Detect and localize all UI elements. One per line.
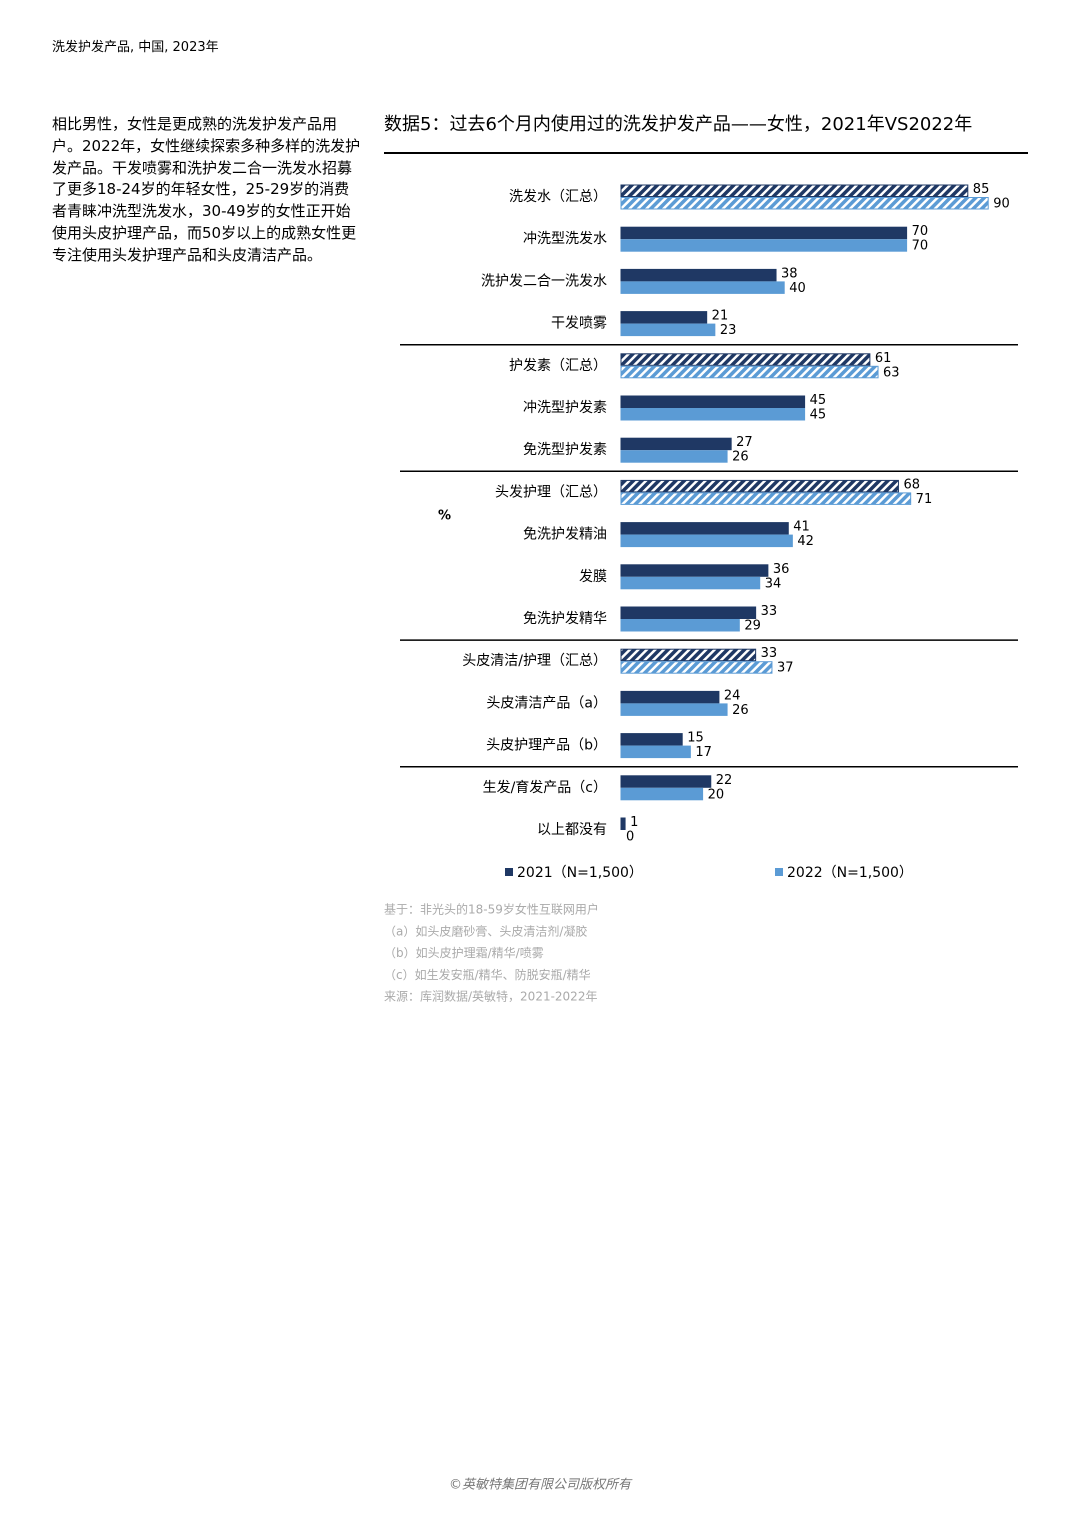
bar	[620, 408, 806, 421]
bar	[620, 606, 757, 619]
category-label: 头发护理（汇总）	[495, 484, 607, 500]
value-label: 33	[761, 646, 778, 661]
value-label: 1	[630, 815, 638, 830]
value-label: 70	[912, 239, 929, 254]
value-label: 71	[916, 492, 933, 507]
bar	[620, 268, 777, 282]
axis-label: %	[438, 509, 451, 524]
bar	[620, 281, 785, 294]
value-label: 26	[732, 703, 749, 718]
category-label: 以上都没有	[537, 822, 607, 838]
category-label: 头皮清洁/护理（汇总）	[462, 653, 607, 669]
value-label: 24	[724, 688, 741, 703]
body-paragraph: 相比男性，女性是更成熟的洗发护发产品用户。2022年，女性继续探索多种多样的洗发…	[52, 115, 361, 264]
note: （b）如头皮护理霜/精华/喷雾	[384, 945, 544, 960]
bar	[620, 576, 761, 590]
value-label: 63	[883, 365, 900, 380]
category-label: 护发素（汇总）	[509, 358, 607, 374]
note: （a）如头皮磨砂膏、头皮清洁剂/凝胶	[384, 923, 587, 938]
bar	[620, 395, 806, 408]
bar	[620, 226, 908, 240]
note: （c）如生发安瓶/精华、防脱安瓶/精华	[384, 967, 591, 982]
value-label: 27	[736, 435, 753, 450]
bar	[620, 479, 899, 493]
header-title: 洗发护发产品, 中国, 2023年	[52, 40, 219, 55]
value-label: 45	[810, 408, 827, 423]
bar	[620, 365, 879, 379]
bar	[620, 703, 728, 716]
bar	[620, 690, 720, 704]
bar	[620, 353, 871, 366]
category-label: 冲洗型护发素	[523, 400, 607, 416]
value-label: 41	[793, 520, 810, 535]
value-label: 33	[761, 604, 778, 619]
value-label: 68	[903, 477, 920, 492]
bar	[620, 619, 740, 632]
bar	[620, 197, 989, 210]
category-label: 发膜	[579, 569, 607, 585]
bar	[620, 450, 728, 463]
value-label: 15	[687, 731, 704, 746]
bar	[620, 437, 732, 451]
value-label: 23	[720, 323, 737, 338]
bar	[620, 733, 683, 746]
legend-swatch	[505, 868, 513, 876]
category-label: 免洗护发精华	[523, 611, 607, 627]
bar	[620, 184, 969, 197]
category-label: 洗护发二合一洗发水	[481, 273, 607, 289]
bar	[620, 323, 716, 337]
legend-swatch	[775, 868, 783, 876]
bar	[620, 787, 704, 801]
value-label: 17	[695, 745, 712, 760]
value-label: 37	[777, 661, 794, 676]
bar	[620, 648, 757, 662]
value-label: 61	[875, 351, 892, 366]
category-label: 头皮清洁产品（a）	[486, 695, 607, 711]
value-label: 20	[708, 787, 725, 802]
value-label: 29	[744, 619, 761, 634]
bar	[620, 492, 912, 505]
value-label: 40	[789, 281, 806, 296]
bar	[620, 775, 712, 788]
category-label: 免洗型护发素	[523, 442, 607, 458]
value-label: 36	[773, 562, 790, 577]
category-label: 头皮护理产品（b）	[486, 738, 607, 754]
bar	[620, 564, 769, 577]
chart-title: 数据5：过去6个月内使用过的洗发护发产品——女性，2021年VS2022年	[384, 114, 972, 135]
value-label: 34	[765, 576, 782, 591]
value-label: 90	[993, 197, 1010, 212]
legend-label: 2021（N=1,500）	[517, 865, 643, 881]
value-label: 0	[626, 830, 634, 845]
bar	[620, 661, 773, 674]
category-label: 免洗护发精油	[523, 527, 607, 543]
category-label: 冲洗型洗发水	[523, 231, 607, 247]
value-label: 42	[797, 534, 814, 549]
value-label: 38	[781, 266, 798, 281]
value-label: 85	[973, 182, 990, 197]
category-label: 洗发水（汇总）	[509, 189, 607, 205]
value-label: 21	[712, 309, 729, 324]
copyright: ©英敏特集团有限公司版权所有	[449, 1478, 633, 1493]
note: 基于：非光头的18-59岁女性互联网用户	[384, 902, 599, 917]
legend-label: 2022（N=1,500）	[787, 865, 913, 881]
bar	[620, 239, 908, 252]
bar	[620, 817, 626, 830]
note: 来源：库润数据/英敏特，2021-2022年	[384, 989, 597, 1004]
category-label: 干发喷雾	[551, 316, 607, 332]
bar	[620, 745, 691, 759]
bar	[620, 311, 708, 324]
value-label: 22	[716, 773, 733, 788]
value-label: 70	[912, 224, 929, 239]
value-label: 26	[732, 450, 749, 465]
bar	[620, 522, 789, 535]
bar	[620, 534, 793, 548]
value-label: 45	[810, 393, 827, 408]
category-label: 生发/育发产品（c）	[483, 780, 607, 796]
